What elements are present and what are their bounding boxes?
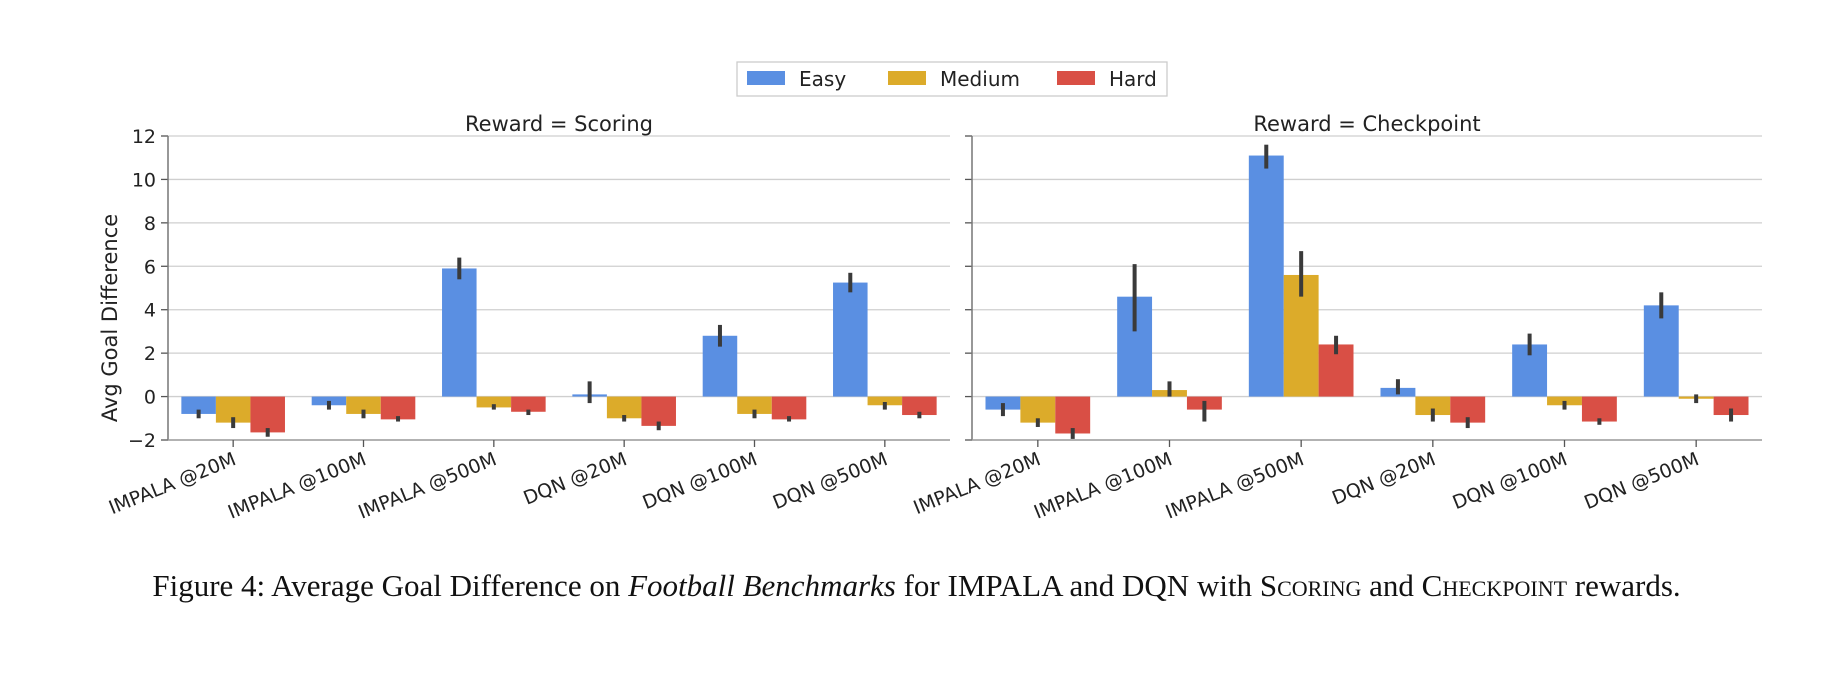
x-tick-label: DQN @20M	[1329, 448, 1439, 509]
caption-suffix: rewards.	[1567, 568, 1681, 603]
legend-swatch	[1057, 71, 1095, 85]
x-tick-label: IMPALA @500M	[1163, 448, 1307, 523]
legend-label: Medium	[940, 67, 1020, 91]
bar	[1713, 396, 1749, 416]
bar	[1248, 155, 1284, 397]
bar	[346, 396, 381, 414]
x-tick-label: DQN @500M	[1581, 448, 1702, 514]
caption-italic: Football Benchmarks	[628, 568, 896, 603]
x-tick-label: DQN @500M	[770, 448, 891, 514]
caption-sc1-rest: coring	[1277, 568, 1362, 603]
y-tick-label: 4	[144, 300, 156, 322]
x-tick-label: IMPALA @500M	[355, 448, 499, 523]
bar	[737, 396, 772, 414]
figure-caption: Figure 4: Average Goal Difference on Foo…	[0, 568, 1833, 604]
bar	[1581, 396, 1617, 422]
x-tick-label: IMPALA @100M	[1031, 448, 1175, 523]
caption-sc2-first: C	[1421, 568, 1443, 603]
caption-middle: for IMPALA and DQN with	[895, 568, 1260, 603]
y-tick-label: 2	[144, 343, 156, 365]
caption-and: and	[1361, 568, 1422, 603]
bar	[1643, 305, 1679, 397]
chart-figure: Easy Medium Hard −2 0 2 4 6 8 10 12 Reward = Scori…	[98, 61, 1762, 524]
legend-label: Hard	[1109, 67, 1157, 91]
bar	[641, 396, 676, 426]
caption-prefix: Figure 4: Average Goal Difference on	[152, 568, 629, 603]
panel-title: Reward = Scoring	[465, 112, 653, 136]
y-tick-label: −2	[128, 430, 156, 452]
legend: Easy Medium Hard	[736, 61, 1168, 97]
caption-sc1-first: S	[1259, 568, 1278, 603]
x-tick-label: IMPALA @20M	[106, 448, 239, 519]
panel-title: Reward = Checkpoint	[1253, 112, 1480, 136]
bar	[902, 396, 937, 416]
x-tick-label: DQN @20M	[520, 448, 630, 509]
bar	[380, 396, 416, 420]
y-tick-label: 10	[132, 169, 156, 191]
x-tick-label: DQN @100M	[1449, 448, 1570, 514]
y-tick-label: 12	[132, 126, 156, 148]
bar	[181, 396, 216, 414]
x-tick-label: IMPALA @20M	[910, 448, 1043, 519]
legend-box	[736, 61, 1168, 97]
y-tick-label: 8	[144, 213, 156, 235]
legend-swatch	[888, 71, 926, 85]
bar	[867, 396, 903, 406]
bar	[606, 396, 642, 419]
legend-swatch	[747, 71, 785, 85]
bar	[442, 268, 477, 397]
bar	[833, 282, 868, 397]
y-tick-label: 6	[144, 256, 156, 278]
x-tick-label: IMPALA @100M	[225, 448, 369, 523]
y-tick-label: 0	[144, 387, 156, 409]
bar	[1055, 396, 1091, 434]
x-tick-label: DQN @100M	[639, 448, 760, 514]
y-axis-label: Avg Goal Difference	[98, 214, 122, 422]
bar	[1415, 396, 1451, 416]
caption-sc2-rest: heckpoint	[1442, 568, 1568, 603]
bar	[771, 396, 807, 420]
legend-label: Easy	[799, 67, 846, 91]
bar	[511, 396, 546, 412]
bar	[476, 396, 512, 408]
bar	[250, 396, 285, 433]
